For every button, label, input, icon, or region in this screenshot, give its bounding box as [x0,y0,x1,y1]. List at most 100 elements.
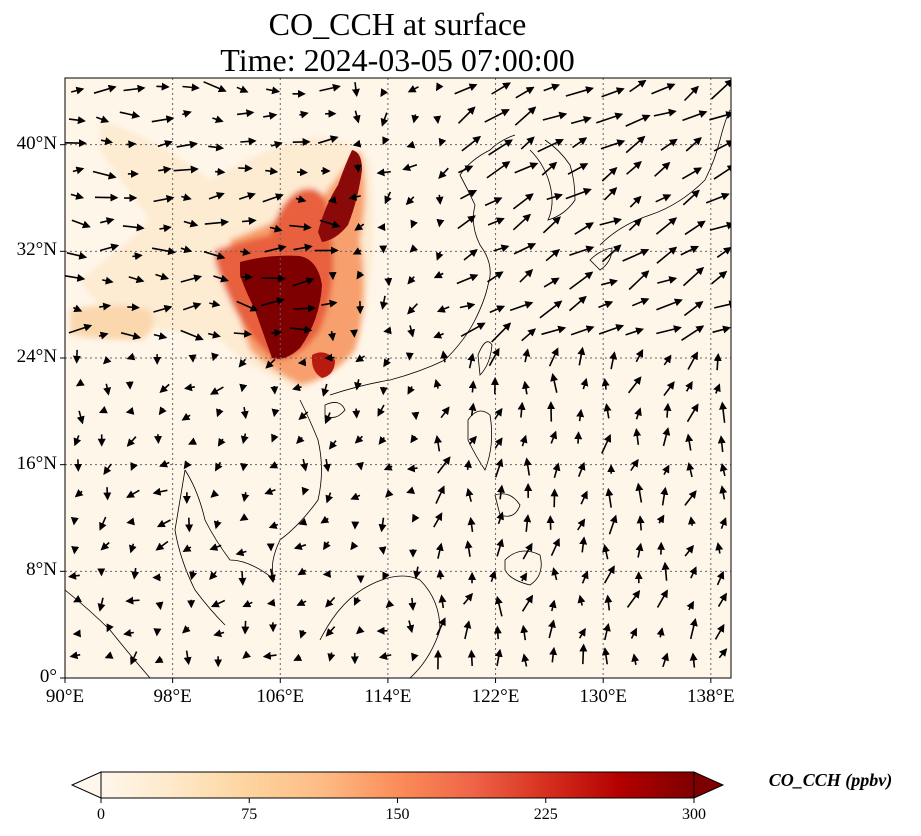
wind-arrow [240,406,249,420]
wind-arrow [407,85,419,93]
wind-arrow [238,358,247,368]
wind-arrow [126,352,136,361]
wind-arrow [270,141,283,149]
wind-arrow [409,244,419,253]
wind-arrow [323,541,331,551]
wind-arrow [411,114,420,124]
wind-arrow [514,162,539,174]
wind-arrow [461,135,482,152]
wind-arrow [215,167,226,176]
wind-arrow [321,383,330,397]
wind-arrow [242,650,251,659]
wind-arrow [327,652,336,662]
wind-arrow [385,599,395,609]
wind-vectors [65,79,731,670]
wind-arrow [631,653,640,665]
wind-arrow [235,548,247,557]
wind-arrow [579,643,588,665]
colorbar-tick-label: 150 [385,806,410,823]
wind-arrow [548,619,556,639]
wind-arrow [609,351,618,370]
wind-arrow [662,427,671,447]
wind-arrow [319,219,341,229]
wind-arrow [157,140,173,148]
wind-arrow [709,111,731,121]
wind-arrow [601,647,610,665]
wind-arrow [463,249,478,261]
wind-arrow [713,383,721,394]
wind-arrow [542,111,568,121]
wind-arrow [127,303,140,312]
wind-arrow [184,383,196,392]
wind-arrow [579,536,588,553]
wind-arrow [408,597,417,611]
wind-arrow [296,598,307,606]
wind-arrow [689,617,698,640]
wind-arrow [102,276,114,285]
wind-arrow [264,244,287,253]
lat-tick-label: 24°N [16,346,57,367]
wind-arrow [680,245,700,256]
wind-arrow [301,486,310,496]
lon-tick-marks [64,678,712,683]
wind-arrow [410,434,419,444]
visayas-islands [494,493,521,517]
wind-arrow [181,412,191,421]
wind-arrow [96,115,110,123]
wind-arrow [182,625,191,634]
wind-arrow [410,219,418,229]
wind-arrow [130,462,138,471]
wind-arrow [99,516,107,531]
wind-arrow [603,565,615,584]
lon-tick-label: 122°E [471,686,520,707]
wind-arrow [354,222,365,231]
wind-arrow [321,299,338,308]
wind-arrow [468,380,477,393]
wind-arrow [711,270,728,285]
wind-arrow [515,86,535,99]
wind-arrow [596,112,624,124]
wind-arrow [454,83,478,95]
wind-arrow [123,629,134,637]
wind-arrow [717,592,727,608]
wind-arrow [92,170,117,180]
wind-arrow [601,378,610,390]
wind-arrow [521,594,534,612]
wind-arrow [661,561,670,581]
wind-arrow [633,428,642,445]
wind-arrow [521,380,530,395]
wind-arrow [636,515,645,531]
wind-arrow [188,437,197,445]
wind-arrow [626,590,641,608]
wind-arrow [263,111,278,120]
japan-kyushu [589,247,613,271]
wind-arrow [435,485,445,504]
wind-arrow [436,305,450,313]
wind-arrow [411,411,420,421]
wind-arrow [601,167,618,182]
wind-arrow [317,135,339,144]
wind-arrow [437,456,451,474]
wind-arrow [681,325,705,341]
wind-arrow [433,378,442,389]
wind-arrow [209,543,222,551]
wind-arrow [269,224,283,233]
wind-arrow [353,164,362,173]
wind-arrow [261,274,287,283]
wind-arrow [433,115,442,124]
wind-arrow [651,83,676,95]
wind-arrow [377,404,385,417]
wind-arrow [352,110,361,124]
wind-arrow [546,192,563,201]
wind-arrow [356,625,365,635]
wind-arrow [271,433,279,443]
wind-arrow [65,273,86,282]
wind-arrow [212,115,224,124]
wind-arrow [631,297,650,307]
wind-arrow [491,82,511,95]
wind-arrow [682,189,700,206]
wind-arrow [719,401,728,423]
wind-arrow [271,328,283,337]
wind-arrow [686,462,695,478]
wind-arrow [356,270,365,280]
